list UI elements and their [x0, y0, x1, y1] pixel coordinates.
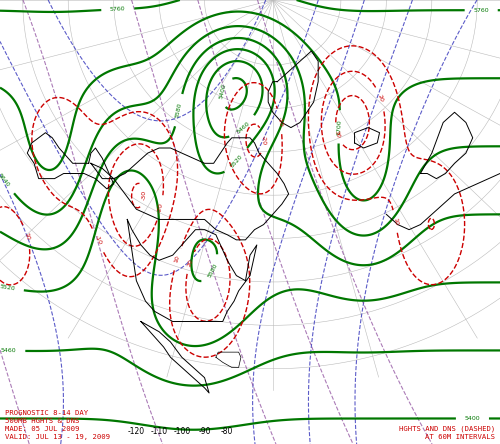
- Text: 5640: 5640: [0, 173, 10, 188]
- Text: -80: -80: [221, 427, 234, 436]
- Text: HGHTS AND DNS (DASHED)
AT 60M INTERVALS: HGHTS AND DNS (DASHED) AT 60M INTERVALS: [399, 425, 495, 440]
- Text: 10: 10: [24, 231, 30, 240]
- Text: 10: 10: [392, 217, 398, 226]
- Text: -120: -120: [128, 427, 145, 436]
- Text: -10: -10: [277, 116, 283, 127]
- Text: 5400: 5400: [464, 416, 480, 421]
- Text: 5580: 5580: [174, 102, 182, 118]
- Text: -20: -20: [260, 135, 266, 145]
- Text: 5700: 5700: [336, 119, 342, 135]
- Text: -100: -100: [173, 427, 190, 436]
- Text: -30: -30: [142, 190, 147, 200]
- Text: -10: -10: [94, 235, 102, 246]
- Text: 5520: 5520: [230, 154, 244, 168]
- Text: 5580: 5580: [207, 262, 219, 278]
- Text: 20: 20: [377, 93, 384, 103]
- Text: -20: -20: [157, 202, 164, 214]
- Text: 20: 20: [186, 258, 194, 267]
- Text: 5460: 5460: [236, 121, 250, 135]
- Text: 5460: 5460: [1, 348, 16, 353]
- Text: 5520: 5520: [0, 284, 16, 291]
- Text: -110: -110: [150, 427, 168, 436]
- Text: 5400: 5400: [218, 83, 226, 99]
- Text: -90: -90: [198, 427, 211, 436]
- Text: 10: 10: [174, 255, 181, 264]
- Text: 5760: 5760: [474, 8, 489, 13]
- Text: 30: 30: [334, 130, 341, 139]
- Text: 5760: 5760: [110, 6, 126, 12]
- Text: PROGNOSTIC 8-14 DAY
500MB HGHTS & DNS
MADE: 05 JUL 2009
VALID: JUL 13 - 19, 2009: PROGNOSTIC 8-14 DAY 500MB HGHTS & DNS MA…: [5, 409, 110, 440]
